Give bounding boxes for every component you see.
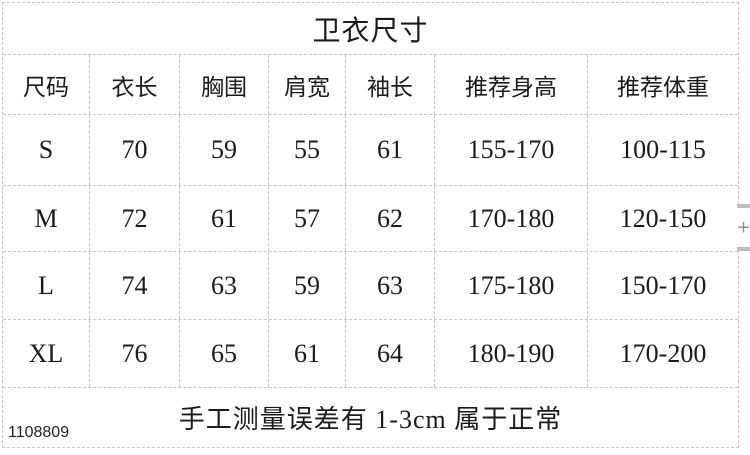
table-cell: 155-170 (435, 115, 588, 185)
table-cell: 61 (180, 186, 269, 251)
table-row: XL 76 65 61 64 180-190 170-200 (3, 320, 738, 388)
table-cell: 61 (346, 115, 435, 185)
table-cell: 65 (180, 320, 269, 387)
footer-row: 手工测量误差有 1-3cm 属于正常 (3, 388, 738, 447)
column-header-height: 推荐身高 (435, 55, 588, 114)
table-cell: L (3, 252, 90, 319)
table-cell: 120-150 (619, 203, 707, 233)
spinner-widget[interactable]: + (736, 204, 750, 251)
column-header-length: 衣长 (90, 55, 180, 114)
size-chart-table: 卫衣尺寸 尺码 衣长 胸围 肩宽 袖长 推荐身高 推荐体重 S 70 59 55… (2, 2, 739, 448)
column-header-size: 尺码 (3, 55, 90, 114)
table-title: 卫衣尺寸 (312, 15, 429, 47)
spinner-bottom-bar (737, 247, 750, 251)
table-cell: 72 (90, 186, 180, 251)
spinner-top-bar (737, 204, 750, 208)
table-row: L 74 63 59 63 175-180 150-170 (3, 252, 738, 320)
table-cell: 76 (90, 320, 180, 387)
table-cell: 150-170 (619, 270, 707, 300)
footer-note: 手工测量误差有 1-3cm 属于正常 (178, 405, 563, 434)
table-cell: XL (3, 320, 90, 387)
plus-icon[interactable]: + (736, 217, 750, 237)
table-cell: 170-200 (619, 338, 707, 368)
column-header-weight: 推荐体重 (617, 74, 709, 100)
table-cell: 57 (269, 186, 346, 251)
table-cell: 61 (269, 320, 346, 387)
table-cell: 180-190 (435, 320, 588, 387)
watermark: 1108809 (8, 424, 70, 441)
header-row: 尺码 衣长 胸围 肩宽 袖长 推荐身高 推荐体重 (3, 55, 738, 115)
table-cell: 74 (90, 252, 180, 319)
table-cell: S (3, 115, 90, 185)
table-cell: 70 (90, 115, 180, 185)
table-cell: 64 (346, 320, 435, 387)
table-cell: 55 (269, 115, 346, 185)
table-cell: 170-180 (435, 186, 588, 251)
column-header-chest: 胸围 (180, 55, 269, 114)
table-cell: 100-115 (620, 135, 706, 164)
column-header-sleeve: 袖长 (346, 55, 435, 114)
column-header-shoulder: 肩宽 (269, 55, 346, 114)
table-cell: 59 (180, 115, 269, 185)
table-cell: M (3, 186, 90, 251)
table-cell: 63 (346, 252, 435, 319)
title-row: 卫衣尺寸 (3, 3, 738, 55)
table-cell: 59 (269, 252, 346, 319)
table-cell: 63 (180, 252, 269, 319)
table-cell: 62 (346, 186, 435, 251)
table-cell: 175-180 (435, 252, 588, 319)
table-row: S 70 59 55 61 155-170 100-115 (3, 115, 738, 186)
table-row: M 72 61 57 62 170-180 120-150 (3, 186, 738, 252)
